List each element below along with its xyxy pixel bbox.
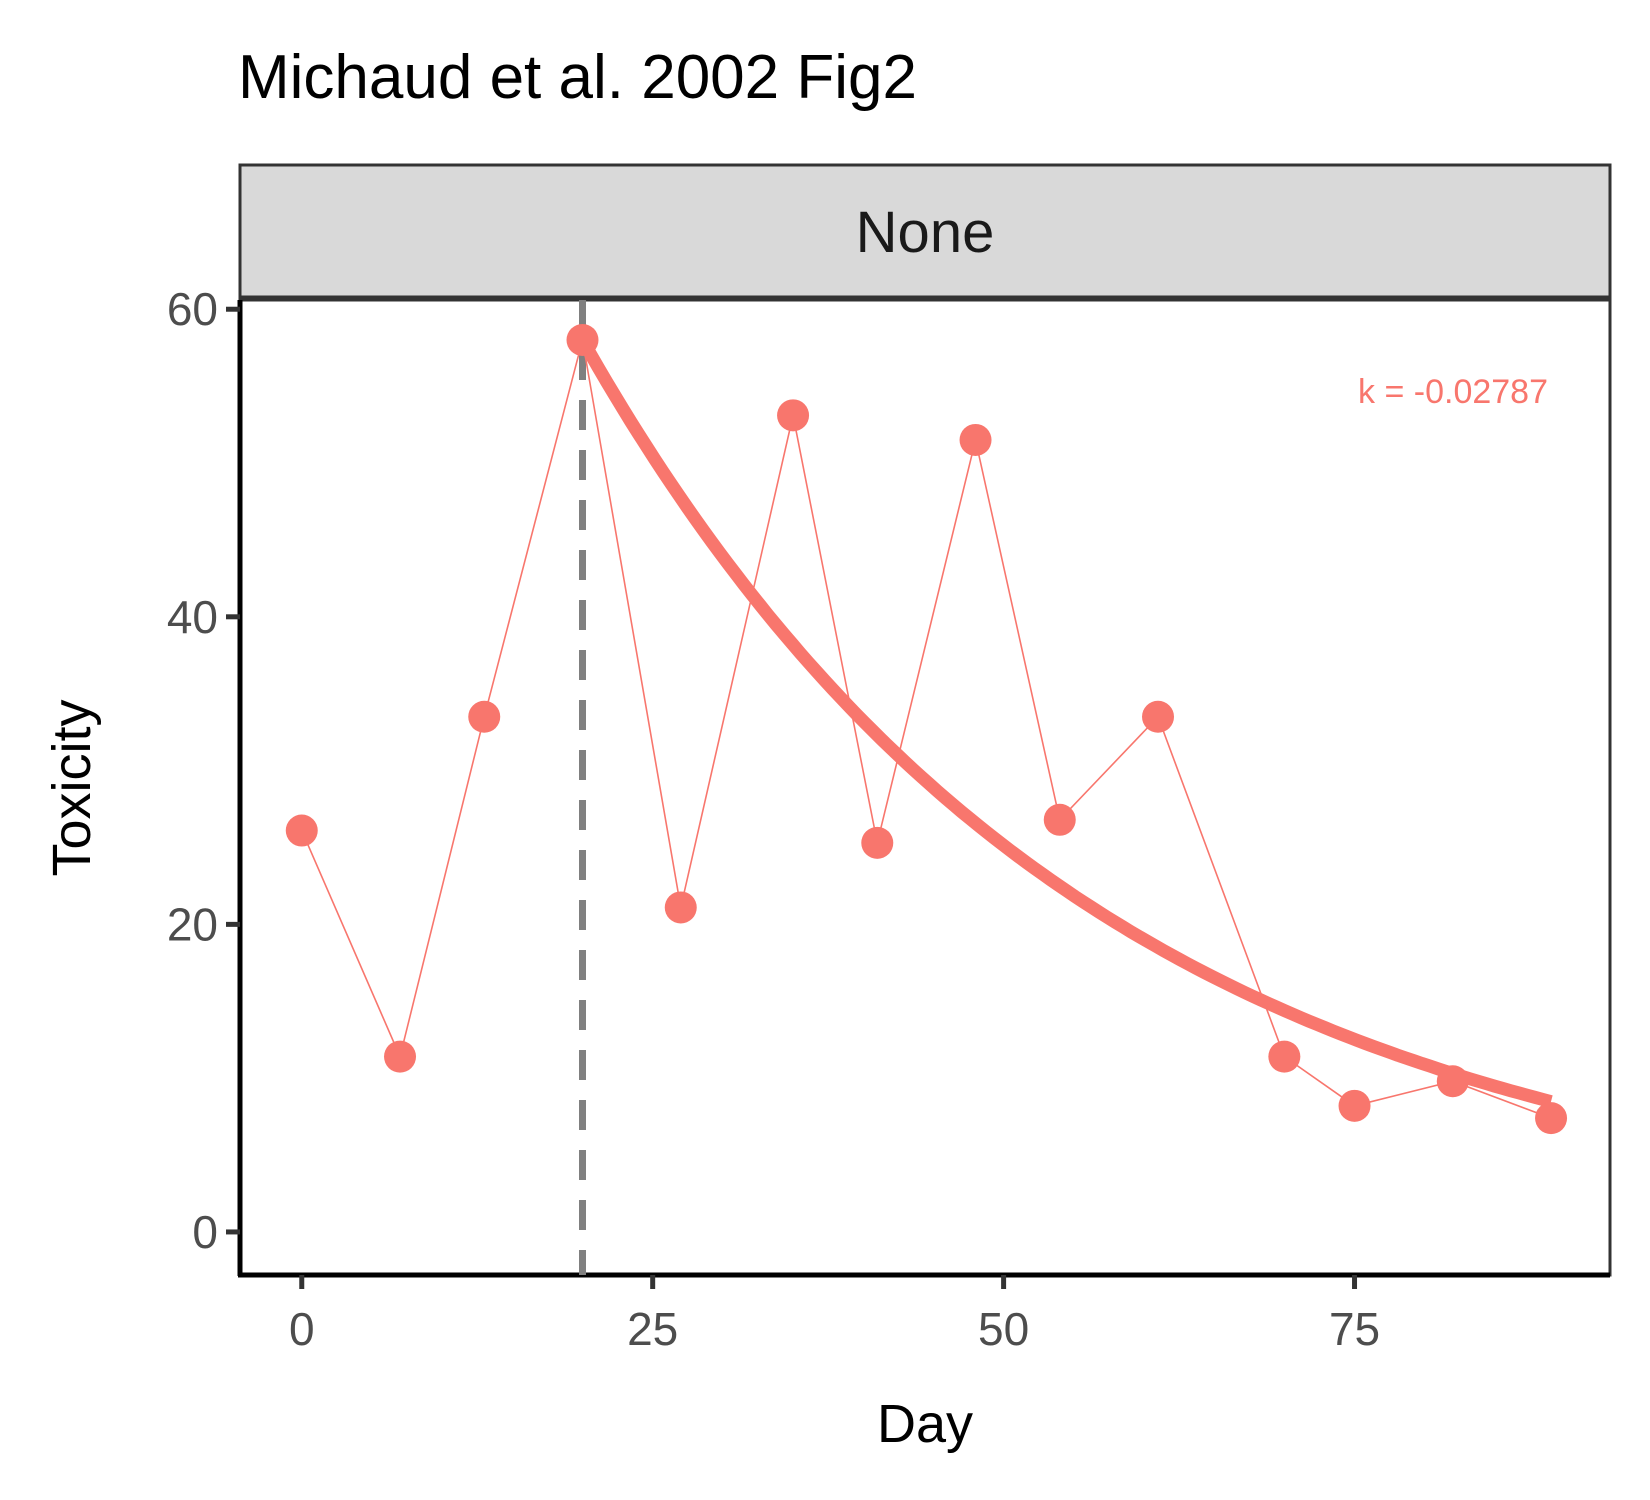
- k-annotation: k = -0.02787: [1358, 373, 1548, 411]
- data-point: [777, 399, 810, 432]
- x-tick-label: 25: [627, 1303, 678, 1355]
- data-point: [1268, 1040, 1301, 1073]
- data-point: [285, 814, 318, 847]
- facet-strip: [238, 163, 1612, 299]
- facet-strip-label: None: [856, 200, 995, 265]
- y-tick-label: 0: [192, 1206, 218, 1258]
- x-axis-title: Day: [877, 1394, 973, 1454]
- y-tick-label: 20: [167, 898, 218, 950]
- x-tick-label: 0: [289, 1303, 315, 1355]
- data-point: [384, 1040, 417, 1073]
- chart-title: Michaud et al. 2002 Fig2: [238, 43, 917, 112]
- data-point: [959, 423, 992, 456]
- x-tick-label: 75: [1329, 1303, 1380, 1355]
- data-point: [861, 826, 894, 859]
- data-point: [1338, 1089, 1371, 1122]
- y-tick-label: 40: [167, 591, 218, 643]
- data-point: [1535, 1102, 1568, 1135]
- data-point: [1142, 700, 1175, 733]
- data-point: [566, 323, 599, 356]
- data-points: [285, 323, 1568, 1135]
- y-axis-title: Toxicity: [42, 699, 102, 876]
- data-point: [664, 891, 697, 924]
- data-point: [468, 700, 501, 733]
- y-axis-ticks: 0 20 40 60: [167, 283, 240, 1258]
- data-point: [1043, 803, 1076, 836]
- x-tick-label: 50: [978, 1303, 1029, 1355]
- x-axis-ticks: 0 25 50 75: [289, 1275, 1380, 1355]
- fit-curve: [576, 336, 1553, 1108]
- y-tick-label: 60: [167, 283, 218, 335]
- data-point: [1436, 1065, 1469, 1098]
